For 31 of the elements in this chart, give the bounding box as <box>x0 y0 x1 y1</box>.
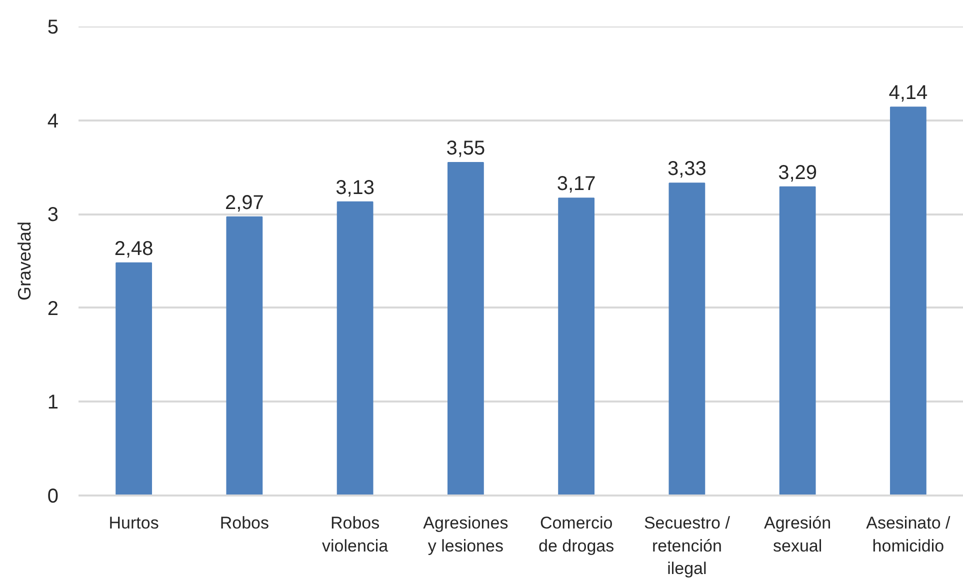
data-label: 2,48 <box>114 238 154 260</box>
y-tick-label: 5 <box>47 16 58 38</box>
x-tick-label: Robos violencia <box>322 514 389 556</box>
y-tick-label: 0 <box>47 486 58 508</box>
y-tick-label: 4 <box>47 110 58 132</box>
y-axis-title: Gravedad <box>14 221 34 301</box>
bar <box>779 186 816 496</box>
x-tick-label: Robos <box>220 514 270 532</box>
y-tick-label: 1 <box>47 392 58 414</box>
x-tick-label: Hurtos <box>108 514 159 532</box>
data-label: 4,14 <box>888 82 928 104</box>
y-tick-label: 2 <box>47 298 58 320</box>
bar <box>558 198 595 496</box>
data-label: 2,97 <box>224 192 264 214</box>
data-label: 3,13 <box>336 176 375 199</box>
x-tick-label: Secuestro / retención ilegal <box>644 514 730 578</box>
bar <box>447 162 484 496</box>
data-label: 3,17 <box>556 173 596 196</box>
x-tick-label: Asesinato / homicidio <box>866 514 951 556</box>
data-label: 3,33 <box>667 158 706 180</box>
bar <box>336 201 374 496</box>
bar <box>668 182 706 496</box>
x-tick-label: Comercio de drogas <box>538 514 614 556</box>
x-tick-label: Agresiones y lesiones <box>423 514 508 556</box>
data-label: 3,55 <box>446 138 486 160</box>
data-label: 3,29 <box>778 162 818 184</box>
bar <box>116 262 152 496</box>
bar <box>890 106 926 496</box>
y-tick-label: 3 <box>47 204 58 226</box>
x-tick-label: Agresión sexual <box>764 514 832 556</box>
bar <box>226 216 263 496</box>
